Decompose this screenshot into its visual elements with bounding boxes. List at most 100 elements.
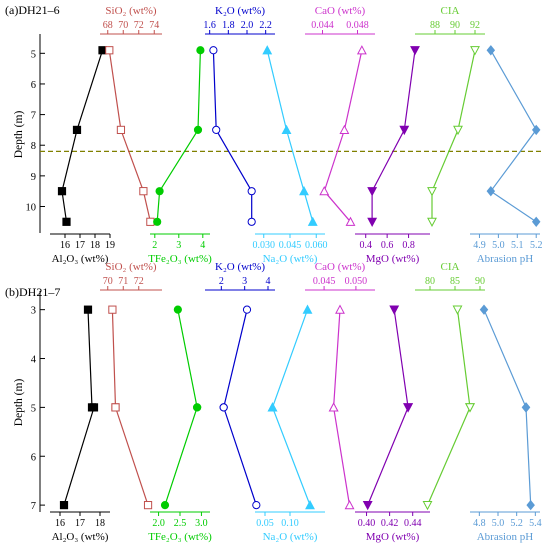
series-al2o3-wt: 16 17 18 19 Al₂O₃ (wt%) [50,46,115,265]
abrasion-ph-axis-title: Abrasion pH [477,531,534,543]
series-sio2-wt: 70 71 72 SiO₂ (wt%) [100,261,162,510]
depth-tick-label: 8 [31,141,36,152]
abrasion-ph-tick-label: 5.4 [529,518,542,529]
mgo-wt-tick-label: 0.6 [381,240,394,251]
na2o-wt-data-point [262,45,273,55]
mgo-wt-data-point [399,125,410,136]
na2o-wt-tick-label: 0.045 [279,240,302,251]
series-mgo-wt: 0.4 0.6 0.8 MgO (wt%) [355,46,430,265]
cia-profile-line [426,309,471,506]
series-mgo-wt: 0.40 0.42 0.44 MgO (wt%) [355,305,430,543]
k2o-wt-data-point [209,46,218,55]
cao-wt-data-point [328,402,339,412]
k2o-wt-tick-label: 1.8 [222,20,235,31]
abrasion-ph-tick-label: 4.9 [473,240,486,251]
series-cao-wt: 0.044 0.048 CaO (wt%) [305,5,375,226]
cia-data-point [422,501,433,511]
k2o-wt-tick-label: 2.2 [259,20,272,31]
tfe2o3-wt-data-point [153,217,162,226]
cia-data-point [452,305,463,315]
depth-axis: 5 6 7 8 9 10 Depth (m) [13,34,45,233]
mgo-wt-tick-label: 0.8 [402,240,415,251]
depth-axis-label: Depth (m) [13,379,25,427]
cao-wt-data-point [335,304,345,314]
panel-label: (a)DH21–6 [5,3,60,17]
series-cia: 80 85 90 CIA [415,261,485,511]
cao-wt-data-point [339,124,350,135]
cia-data-point [453,125,463,136]
sio2-wt-axis-title: SiO₂ (wt%) [105,261,157,273]
cia-data-point [427,187,437,197]
tfe2o3-wt-data-point [160,501,170,510]
depth-tick-label: 4 [31,355,37,366]
cia-tick-label: 90 [450,20,460,31]
sio2-wt-data-point [111,403,120,412]
cia-data-point [427,217,437,227]
mgo-wt-data-point [410,46,420,56]
k2o-wt-data-point [247,217,256,226]
al2o3-wt-data-point [62,217,71,226]
cao-wt-tick-label: 0.048 [346,20,369,31]
depth-tick-label: 5 [31,49,36,60]
abrasion-ph-tick-label: 5.0 [492,518,505,529]
abrasion-ph-data-point [521,402,531,413]
sio2-wt-tick-label: 70 [103,276,113,287]
cia-axis-title: CIA [441,5,460,17]
al2o3-wt-data-point [72,125,82,135]
al2o3-wt-tick-label: 18 [95,518,105,529]
abrasion-ph-data-point [531,216,541,227]
al2o3-wt-tick-label: 17 [75,518,85,529]
na2o-wt-tick-label: 0.05 [256,518,274,529]
cao-wt-data-point [345,216,356,226]
na2o-wt-data-point [299,186,309,196]
tfe2o3-wt-axis-title: TFe₂O₃ (wt%) [148,253,212,265]
sio2-wt-data-point [116,125,126,135]
tfe2o3-wt-data-point [193,403,202,412]
depth-tick-label: 10 [26,202,37,213]
cao-wt-axis-title: CaO (wt%) [315,5,366,17]
tfe2o3-wt-data-point [173,305,182,314]
cia-axis-title: CIA [441,261,460,273]
series-tfe2o3-wt: 2.0 2.5 3.0 TFe₂O₃ (wt%) [148,305,212,543]
abrasion-ph-data-point [526,499,535,511]
depth-tick-label: 3 [31,306,36,317]
k2o-wt-data-point [252,501,261,510]
series-abrasion-ph: 4.8 5.0 5.2 5.4 Abrasion pH [470,304,542,543]
sio2-wt-tick-label: 68 [103,20,113,31]
tfe2o3-wt-tick-label: 2.5 [174,518,187,529]
panel-a: (a)DH21–6 5 6 7 8 9 10 Depth (m) 16 17 18 19 Al₂O₃ (… [5,3,544,265]
depth-axis-label: Depth (m) [13,111,25,159]
al2o3-wt-tick-label: 19 [105,240,115,251]
na2o-wt-data-point [305,499,315,510]
depth-tick-label: 7 [31,501,36,512]
sio2-wt-data-point [143,501,153,510]
na2o-wt-tick-label: 0.10 [281,518,299,529]
depth-tick-label: 7 [31,111,36,122]
tfe2o3-wt-tick-label: 2.0 [152,518,165,529]
series-abrasion-ph: 4.9 5.0 5.1 5.2 Abrasion pH [470,45,542,265]
al2o3-wt-profile-line [61,50,104,222]
tfe2o3-wt-data-point [196,46,205,55]
k2o-wt-tick-label: 1.6 [203,20,216,31]
al2o3-wt-data-point [59,501,69,510]
sio2-wt-tick-label: 72 [134,276,144,287]
k2o-wt-tick-label: 4 [266,276,271,287]
tfe2o3-wt-profile-line [164,309,198,506]
al2o3-wt-axis-title: Al₂O₃ (wt%) [52,531,109,543]
tfe2o3-wt-tick-label: 2 [152,240,157,251]
na2o-wt-axis-title: Na₂O (wt%) [263,531,318,543]
mgo-wt-data-point [362,501,373,511]
depth-tick-label: 6 [31,452,36,463]
sio2-wt-data-point [105,46,114,55]
depth-tick-label: 6 [31,80,36,91]
mgo-wt-tick-label: 0.44 [404,518,422,529]
na2o-wt-data-point [267,402,278,412]
depth-tick-label: 9 [31,172,36,183]
k2o-wt-data-point [219,403,228,412]
mgo-wt-profile-line [367,309,409,506]
abrasion-ph-axis-title: Abrasion pH [477,253,534,265]
mgo-wt-profile-line [371,50,416,222]
series-cia: 88 90 92 CIA [415,5,485,227]
series-k2o-wt: 1.6 1.8 2.0 2.2 K₂O (wt%) [203,5,275,226]
